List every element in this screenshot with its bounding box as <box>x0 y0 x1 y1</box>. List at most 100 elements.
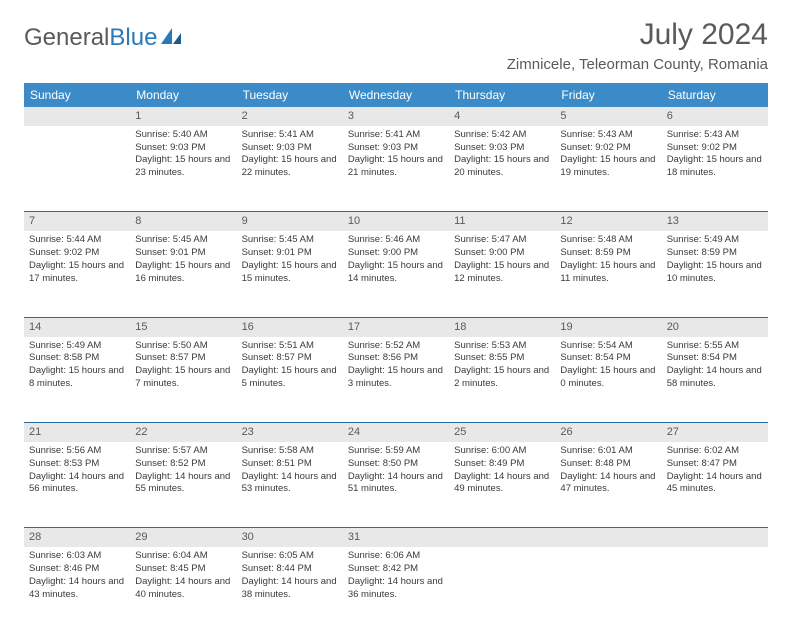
day-info: Sunrise: 6:06 AMSunset: 8:42 PMDaylight:… <box>348 550 444 601</box>
day-cell: Sunrise: 5:43 AMSunset: 9:02 PMDaylight:… <box>662 126 768 212</box>
weekday-header: Wednesday <box>343 83 449 107</box>
weekday-header: Thursday <box>449 83 555 107</box>
month-title: July 2024 <box>507 18 768 52</box>
day-number-cell: 13 <box>662 212 768 231</box>
day-number-cell <box>555 528 661 547</box>
day-info: Sunrise: 6:02 AMSunset: 8:47 PMDaylight:… <box>667 445 763 496</box>
day-info: Sunrise: 5:49 AMSunset: 8:59 PMDaylight:… <box>667 234 763 285</box>
day-info: Sunrise: 5:45 AMSunset: 9:01 PMDaylight:… <box>135 234 231 285</box>
day-cell: Sunrise: 5:41 AMSunset: 9:03 PMDaylight:… <box>343 126 449 212</box>
day-cell: Sunrise: 6:00 AMSunset: 8:49 PMDaylight:… <box>449 442 555 528</box>
day-info: Sunrise: 5:58 AMSunset: 8:51 PMDaylight:… <box>242 445 338 496</box>
day-info: Sunrise: 6:05 AMSunset: 8:44 PMDaylight:… <box>242 550 338 601</box>
day-info: Sunrise: 5:43 AMSunset: 9:02 PMDaylight:… <box>667 129 763 180</box>
day-number-row: 14151617181920 <box>24 317 768 336</box>
weekday-header: Saturday <box>662 83 768 107</box>
day-number-cell: 26 <box>555 423 661 442</box>
day-number-cell: 16 <box>237 317 343 336</box>
day-number-cell: 24 <box>343 423 449 442</box>
day-cell: Sunrise: 5:54 AMSunset: 8:54 PMDaylight:… <box>555 337 661 423</box>
day-cell: Sunrise: 6:04 AMSunset: 8:45 PMDaylight:… <box>130 547 236 633</box>
day-info: Sunrise: 5:50 AMSunset: 8:57 PMDaylight:… <box>135 340 231 391</box>
day-number-cell: 11 <box>449 212 555 231</box>
day-number-cell: 6 <box>662 107 768 126</box>
day-number-cell: 18 <box>449 317 555 336</box>
day-info: Sunrise: 6:01 AMSunset: 8:48 PMDaylight:… <box>560 445 656 496</box>
day-cell: Sunrise: 5:45 AMSunset: 9:01 PMDaylight:… <box>237 231 343 317</box>
day-number-cell: 15 <box>130 317 236 336</box>
day-cell: Sunrise: 5:57 AMSunset: 8:52 PMDaylight:… <box>130 442 236 528</box>
day-number-row: 123456 <box>24 107 768 126</box>
day-cell: Sunrise: 5:45 AMSunset: 9:01 PMDaylight:… <box>130 231 236 317</box>
day-cell: Sunrise: 6:01 AMSunset: 8:48 PMDaylight:… <box>555 442 661 528</box>
logo: GeneralBlue <box>24 18 183 52</box>
day-cell: Sunrise: 5:49 AMSunset: 8:58 PMDaylight:… <box>24 337 130 423</box>
week-row: Sunrise: 5:44 AMSunset: 9:02 PMDaylight:… <box>24 231 768 317</box>
logo-text-part2: Blue <box>109 24 157 52</box>
day-number-cell: 7 <box>24 212 130 231</box>
day-cell: Sunrise: 5:46 AMSunset: 9:00 PMDaylight:… <box>343 231 449 317</box>
calendar-table: SundayMondayTuesdayWednesdayThursdayFrid… <box>24 83 768 633</box>
day-cell: Sunrise: 6:06 AMSunset: 8:42 PMDaylight:… <box>343 547 449 633</box>
day-number-cell: 4 <box>449 107 555 126</box>
day-info: Sunrise: 6:03 AMSunset: 8:46 PMDaylight:… <box>29 550 125 601</box>
day-info: Sunrise: 5:55 AMSunset: 8:54 PMDaylight:… <box>667 340 763 391</box>
day-number-row: 28293031 <box>24 528 768 547</box>
day-info: Sunrise: 5:56 AMSunset: 8:53 PMDaylight:… <box>29 445 125 496</box>
day-cell <box>555 547 661 633</box>
title-block: July 2024 Zimnicele, Teleorman County, R… <box>507 18 768 73</box>
day-cell: Sunrise: 5:50 AMSunset: 8:57 PMDaylight:… <box>130 337 236 423</box>
day-cell: Sunrise: 5:55 AMSunset: 8:54 PMDaylight:… <box>662 337 768 423</box>
day-number-cell <box>662 528 768 547</box>
day-number-cell: 25 <box>449 423 555 442</box>
day-info: Sunrise: 6:04 AMSunset: 8:45 PMDaylight:… <box>135 550 231 601</box>
day-number-cell: 29 <box>130 528 236 547</box>
week-row: Sunrise: 5:49 AMSunset: 8:58 PMDaylight:… <box>24 337 768 423</box>
day-cell: Sunrise: 5:51 AMSunset: 8:57 PMDaylight:… <box>237 337 343 423</box>
logo-text-part1: General <box>24 24 109 52</box>
day-info: Sunrise: 5:41 AMSunset: 9:03 PMDaylight:… <box>348 129 444 180</box>
day-number-cell: 30 <box>237 528 343 547</box>
weekday-header: Tuesday <box>237 83 343 107</box>
day-info: Sunrise: 5:49 AMSunset: 8:58 PMDaylight:… <box>29 340 125 391</box>
day-cell: Sunrise: 6:03 AMSunset: 8:46 PMDaylight:… <box>24 547 130 633</box>
logo-sail-icon <box>161 24 183 52</box>
day-info: Sunrise: 5:52 AMSunset: 8:56 PMDaylight:… <box>348 340 444 391</box>
day-info: Sunrise: 5:46 AMSunset: 9:00 PMDaylight:… <box>348 234 444 285</box>
day-info: Sunrise: 5:48 AMSunset: 8:59 PMDaylight:… <box>560 234 656 285</box>
day-info: Sunrise: 5:51 AMSunset: 8:57 PMDaylight:… <box>242 340 338 391</box>
day-number-cell: 17 <box>343 317 449 336</box>
day-number-cell: 9 <box>237 212 343 231</box>
week-row: Sunrise: 5:56 AMSunset: 8:53 PMDaylight:… <box>24 442 768 528</box>
day-cell <box>662 547 768 633</box>
day-info: Sunrise: 5:41 AMSunset: 9:03 PMDaylight:… <box>242 129 338 180</box>
day-cell: Sunrise: 5:49 AMSunset: 8:59 PMDaylight:… <box>662 231 768 317</box>
day-cell: Sunrise: 5:47 AMSunset: 9:00 PMDaylight:… <box>449 231 555 317</box>
week-row: Sunrise: 6:03 AMSunset: 8:46 PMDaylight:… <box>24 547 768 633</box>
day-cell: Sunrise: 5:41 AMSunset: 9:03 PMDaylight:… <box>237 126 343 212</box>
day-number-cell: 19 <box>555 317 661 336</box>
day-number-cell: 23 <box>237 423 343 442</box>
day-cell: Sunrise: 5:52 AMSunset: 8:56 PMDaylight:… <box>343 337 449 423</box>
day-info: Sunrise: 6:00 AMSunset: 8:49 PMDaylight:… <box>454 445 550 496</box>
day-info: Sunrise: 5:54 AMSunset: 8:54 PMDaylight:… <box>560 340 656 391</box>
weekday-header-row: SundayMondayTuesdayWednesdayThursdayFrid… <box>24 83 768 107</box>
weekday-header: Sunday <box>24 83 130 107</box>
day-cell: Sunrise: 5:48 AMSunset: 8:59 PMDaylight:… <box>555 231 661 317</box>
weekday-header: Monday <box>130 83 236 107</box>
weekday-header: Friday <box>555 83 661 107</box>
week-row: Sunrise: 5:40 AMSunset: 9:03 PMDaylight:… <box>24 126 768 212</box>
day-number-cell: 5 <box>555 107 661 126</box>
day-number-cell: 3 <box>343 107 449 126</box>
day-number-cell: 8 <box>130 212 236 231</box>
day-number-cell <box>24 107 130 126</box>
day-cell: Sunrise: 5:53 AMSunset: 8:55 PMDaylight:… <box>449 337 555 423</box>
day-number-cell: 31 <box>343 528 449 547</box>
day-number-cell: 2 <box>237 107 343 126</box>
calendar-body: 123456 Sunrise: 5:40 AMSunset: 9:03 PMDay… <box>24 107 768 633</box>
day-cell: Sunrise: 5:58 AMSunset: 8:51 PMDaylight:… <box>237 442 343 528</box>
day-info: Sunrise: 5:40 AMSunset: 9:03 PMDaylight:… <box>135 129 231 180</box>
day-number-cell: 10 <box>343 212 449 231</box>
day-number-cell <box>449 528 555 547</box>
day-cell: Sunrise: 5:40 AMSunset: 9:03 PMDaylight:… <box>130 126 236 212</box>
